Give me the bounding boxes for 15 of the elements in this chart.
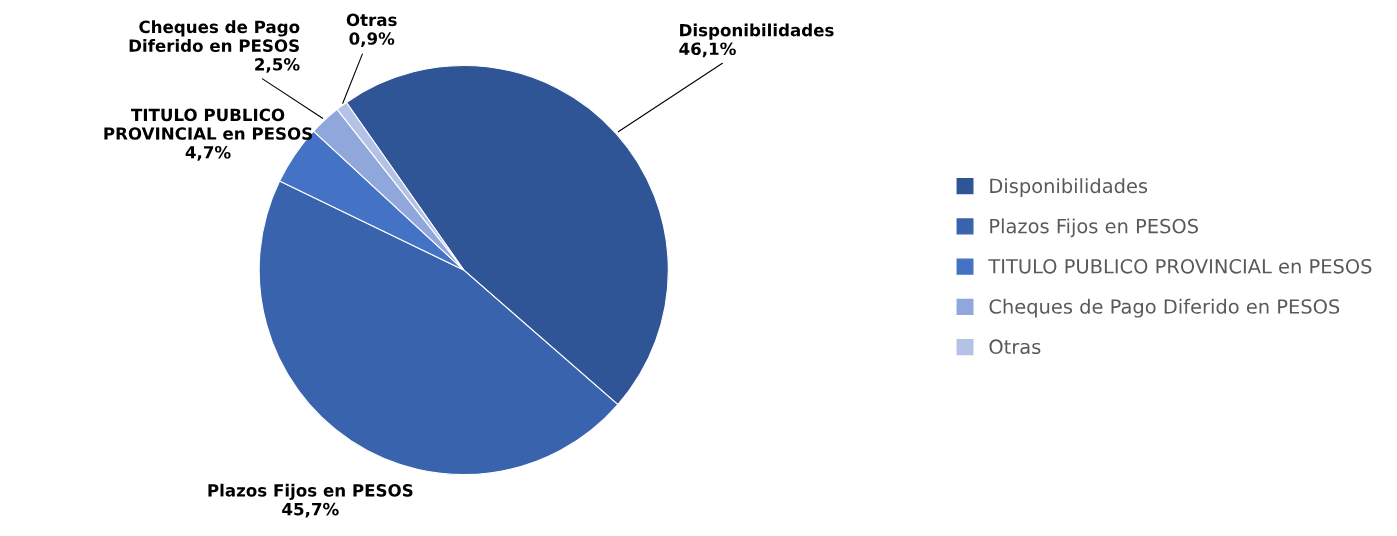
slice-label: TITULO PUBLICO PROVINCIAL en PESOS	[104, 108, 312, 140]
data-label: 0,9%	[349, 32, 395, 47]
data-label: 45,7%	[282, 502, 339, 518]
legend-label: Cheques de Pago Diferido en PESOS	[989, 298, 1340, 318]
data-label: 46,1%	[679, 42, 736, 58]
data-label: 2,5%	[255, 58, 300, 73]
legend-label: Otras	[989, 339, 1041, 355]
legend-label: Plazos Fijos en PESOS	[990, 218, 1198, 238]
slice-label: Cheques de Pago Diferido en PESOS	[129, 20, 300, 52]
slice-label: Disponibilidades	[680, 23, 834, 40]
data-label: 4,7%	[185, 145, 231, 161]
legend-label: Disponibilidades	[990, 178, 1148, 197]
slice-label: Plazos Fijos en PESOS	[208, 483, 413, 501]
slice-label: Otras	[346, 13, 397, 27]
legend-label: TITULO PUBLICO PROVINCIAL en PESOS	[988, 258, 1372, 274]
